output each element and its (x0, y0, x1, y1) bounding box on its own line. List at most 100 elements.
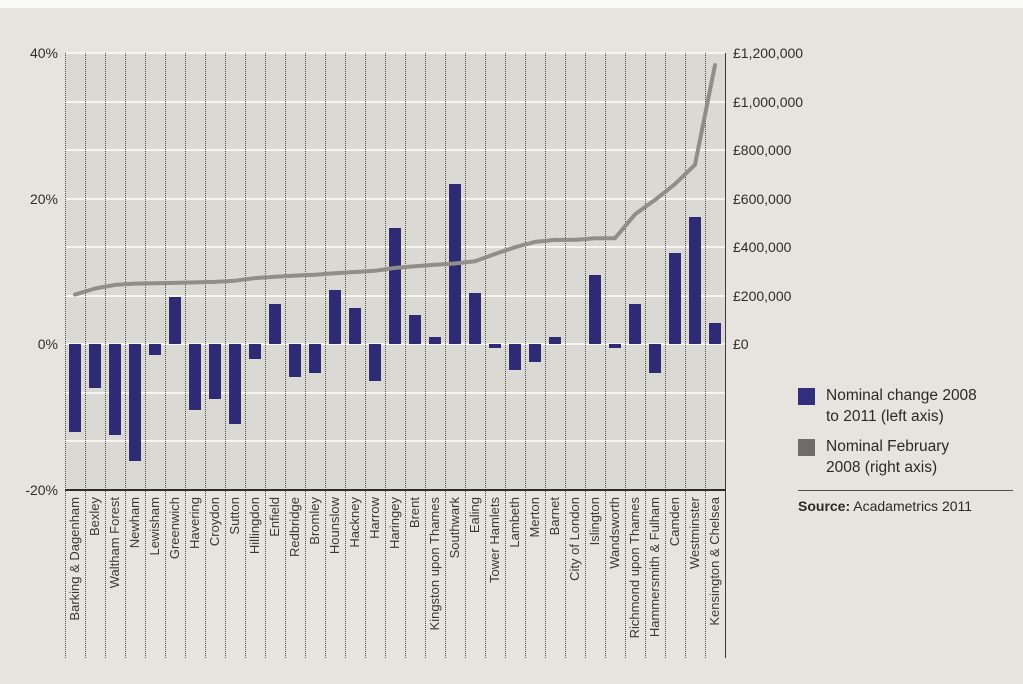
column-divider (185, 53, 186, 658)
x-axis-label: Havering (187, 497, 202, 550)
right-axis-tick: £600,000 (733, 190, 792, 207)
column-divider (125, 53, 126, 658)
left-axis-tick: 20% (29, 190, 58, 207)
column-divider (685, 53, 686, 658)
column-divider (365, 53, 366, 658)
x-axis-label: Waltham Forest (107, 497, 122, 589)
right-axis-tick: £800,000 (733, 142, 792, 159)
bar-Wandsworth (609, 344, 621, 348)
right-axis-tick: £0 (733, 336, 749, 353)
legend-item-line: Nominal February 2008 (right axis) (798, 436, 1016, 478)
column-divider (345, 53, 346, 658)
column-divider (265, 53, 266, 658)
gridline (65, 100, 725, 103)
bar-Sutton (229, 344, 241, 425)
column-divider (645, 53, 646, 658)
x-axis-label: Croydon (207, 497, 222, 547)
bar-Lewisham (149, 344, 161, 356)
bar-Greenwich (169, 297, 181, 345)
x-axis-label: Haringey (387, 497, 402, 550)
x-axis-label: Westminster (687, 497, 702, 569)
gridline (65, 440, 725, 443)
x-axis-label: Kensington & Chelsea (707, 497, 722, 626)
bar-Newham (129, 344, 141, 461)
left-axis-tick: 40% (29, 45, 58, 61)
gridline (65, 149, 725, 152)
x-axis-label: Lambeth (507, 497, 522, 548)
x-axis-label: Kingston upon Thames (427, 497, 442, 631)
column-divider (245, 53, 246, 658)
x-axis-label: Newham (127, 497, 142, 549)
bar-Westminster (689, 216, 701, 345)
x-axis-label: Hounslow (327, 497, 342, 555)
x-axis-label: Bromley (307, 497, 322, 545)
column-divider (225, 53, 226, 658)
column-divider (65, 53, 66, 658)
gridline (65, 391, 725, 394)
bar-Southwark (449, 184, 461, 345)
column-divider (85, 53, 86, 658)
bar-Barnet (549, 337, 561, 345)
bar-Islington (589, 275, 601, 345)
bar-Kingston upon Thames (429, 337, 441, 345)
column-divider (285, 53, 286, 658)
bar-series-swatch (798, 388, 815, 405)
bar-Harrow (369, 344, 381, 381)
x-axis-label: Tower Hamlets (487, 497, 502, 583)
left-axis-tick: 0% (37, 336, 58, 353)
bar-Bexley (89, 344, 101, 388)
column-divider (425, 53, 426, 658)
column-divider (325, 53, 326, 658)
x-axis-label: Enfield (267, 497, 282, 537)
x-axis-label: Hillingdon (247, 497, 262, 555)
column-divider (165, 53, 166, 658)
bar-Kensington & Chelsea (709, 322, 721, 345)
x-axis-label: Southwark (447, 497, 462, 559)
bar-Redbridge (289, 344, 301, 378)
legend-item-bars: Nominal change 2008 to 2011 (left axis) (798, 385, 1016, 427)
top-margin-strip (0, 0, 1023, 8)
x-axis-label: Islington (587, 497, 602, 546)
x-axis-label: Ealing (467, 497, 482, 534)
bar-Brent (409, 315, 421, 345)
x-axis-label: Barking & Dagenham (67, 497, 82, 621)
x-axis-label: Barnet (547, 497, 562, 536)
legend: Nominal change 2008 to 2011 (left axis) … (798, 385, 1016, 514)
column-divider (145, 53, 146, 658)
x-axis-label: Bexley (87, 497, 102, 537)
bar-Camden (669, 253, 681, 345)
x-axis-label: Wandsworth (607, 497, 622, 569)
bar-Bromley (309, 344, 321, 374)
column-divider (205, 53, 206, 658)
bar-Richmond upon Thames (629, 304, 641, 345)
column-divider (405, 53, 406, 658)
x-axis-label: Richmond upon Thames (627, 497, 642, 639)
column-divider (105, 53, 106, 658)
bottom-axis-line (65, 489, 726, 491)
column-divider (605, 53, 606, 658)
column-divider (705, 53, 706, 658)
x-axis-label: Camden (667, 497, 682, 547)
column-divider (545, 53, 546, 658)
column-divider (625, 53, 626, 658)
column-divider (485, 53, 486, 658)
bar-Croydon (209, 344, 221, 399)
x-axis-label: Hammersmith & Fulham (647, 497, 662, 638)
right-axis-tick: £400,000 (733, 239, 792, 256)
bar-Waltham Forest (109, 344, 121, 436)
legend-label-bars: Nominal change 2008 to 2011 (left axis) (826, 387, 977, 425)
source-label: Source: (798, 498, 851, 514)
line-series-swatch (798, 439, 815, 456)
bar-Lambeth (509, 344, 521, 370)
x-axis-label: Hackney (347, 497, 362, 548)
x-axis-label: Redbridge (287, 497, 302, 557)
right-axis-tick: £1,200,000 (733, 45, 804, 61)
bar-Merton (529, 344, 541, 363)
column-divider (385, 53, 386, 658)
column-divider (305, 53, 306, 658)
bar-Hammersmith & Fulham (649, 344, 661, 374)
right-axis-tick: £200,000 (733, 287, 792, 304)
gridline (65, 52, 725, 54)
right-axis-tick: £1,000,000 (733, 93, 804, 110)
source-text: Acadametrics 2011 (850, 498, 973, 514)
